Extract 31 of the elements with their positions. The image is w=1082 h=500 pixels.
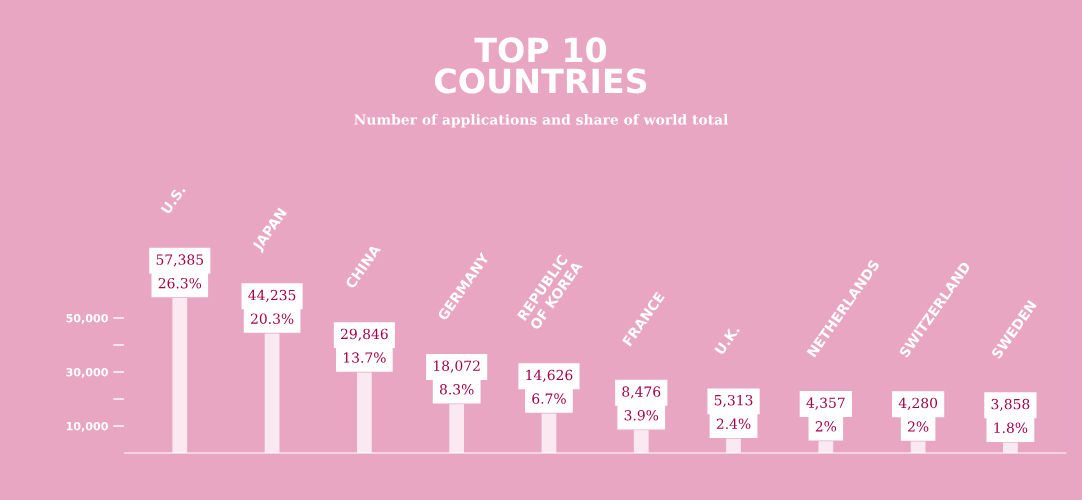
data-label: 14,626: [526, 369, 573, 382]
annotation: 20.3%: [250, 313, 294, 324]
annotation: 2%: [815, 421, 837, 432]
data-label: 57,385: [156, 254, 204, 267]
bar: [818, 441, 834, 453]
annotation: 1.8%: [994, 422, 1028, 433]
annotation: 3.9%: [624, 409, 659, 421]
annotation: 2%: [908, 421, 929, 432]
annotation: 6.7%: [532, 393, 566, 404]
y-tick-label: 50,000: [66, 313, 108, 324]
data-label: 29,846: [341, 328, 388, 341]
bar: [910, 441, 926, 453]
annotation: 2.4%: [716, 418, 751, 430]
data-label: 3,858: [991, 398, 1030, 412]
data-label: 5,313: [714, 394, 753, 408]
bar: [264, 333, 280, 453]
bar: [357, 372, 372, 453]
annotation: 8.3%: [439, 384, 474, 395]
y-tick-label: 30,000: [66, 367, 108, 378]
bar: [726, 438, 741, 453]
chart-subtitle: Number of applications and share of world total: [354, 114, 729, 128]
data-label: 8,476: [622, 386, 661, 399]
data-label: 18,072: [434, 360, 480, 373]
data-label: 4,280: [898, 397, 938, 410]
chart-title: TOP 10 COUNTRIES: [434, 37, 647, 94]
annotation: 26.3%: [158, 277, 202, 289]
annotation: 13.7%: [344, 352, 386, 363]
data-label: 44,235: [248, 289, 296, 303]
y-tick-label: 10,000: [66, 421, 108, 432]
data-label: 4,357: [806, 397, 845, 410]
bar: [172, 298, 188, 453]
